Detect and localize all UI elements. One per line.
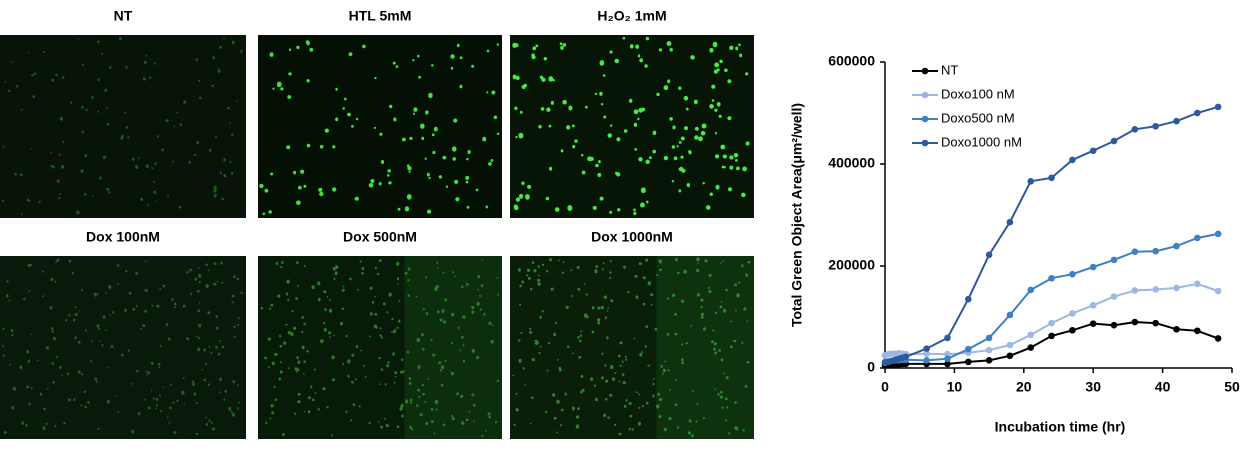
data-point bbox=[1048, 274, 1055, 282]
data-point bbox=[1110, 293, 1118, 300]
data-point bbox=[1110, 321, 1118, 329]
data-point bbox=[923, 350, 930, 358]
data-point bbox=[1173, 117, 1180, 125]
y-tick-label: 0 bbox=[867, 359, 875, 375]
y-axis-label: Total Green Object Area(μm²/well) bbox=[789, 103, 805, 327]
legend-marker bbox=[921, 139, 929, 147]
micrograph bbox=[0, 256, 246, 439]
legend-label: Doxo100 nM bbox=[941, 86, 1015, 101]
y-tick-label: 400000 bbox=[828, 155, 875, 171]
data-point bbox=[923, 357, 930, 364]
data-point bbox=[1048, 332, 1055, 340]
data-point bbox=[1069, 270, 1076, 278]
panel-label: HTL 5mM bbox=[349, 8, 412, 24]
data-point bbox=[1006, 352, 1014, 360]
x-tick-label: 10 bbox=[947, 379, 963, 395]
legend-label: Doxo500 nM bbox=[941, 110, 1015, 125]
data-point bbox=[1069, 310, 1076, 317]
legend-label: Doxo1000 nM bbox=[941, 134, 1022, 149]
data-point bbox=[985, 251, 993, 259]
x-tick-label: 30 bbox=[1085, 379, 1101, 395]
data-point bbox=[985, 357, 993, 364]
data-point bbox=[1027, 286, 1035, 294]
data-point bbox=[1089, 320, 1097, 327]
x-axis-label: Incubation time (hr) bbox=[995, 419, 1126, 435]
data-point bbox=[1194, 280, 1201, 288]
data-point bbox=[1214, 103, 1222, 111]
data-point bbox=[1173, 284, 1180, 292]
data-point bbox=[1006, 311, 1014, 319]
panel-label: Dox 100nM bbox=[86, 229, 160, 245]
micrograph-glow bbox=[404, 256, 502, 439]
data-point bbox=[1152, 319, 1159, 327]
panel-label: Dox 1000nM bbox=[591, 229, 673, 245]
data-point bbox=[964, 358, 972, 366]
x-tick-label: 0 bbox=[881, 379, 889, 395]
data-point bbox=[1089, 263, 1097, 271]
data-point bbox=[964, 345, 972, 353]
data-point bbox=[1194, 109, 1201, 117]
x-tick-label: 50 bbox=[1224, 379, 1240, 395]
data-point bbox=[1027, 344, 1035, 351]
data-point bbox=[1131, 287, 1139, 294]
panel-label: Dox 500nM bbox=[343, 229, 417, 245]
data-point bbox=[944, 334, 951, 342]
micrograph bbox=[510, 256, 754, 439]
data-point bbox=[1131, 318, 1139, 326]
data-point bbox=[1069, 156, 1076, 164]
data-point bbox=[1110, 256, 1118, 264]
data-point bbox=[1173, 242, 1180, 250]
data-point bbox=[1194, 234, 1201, 242]
data-point bbox=[1131, 126, 1139, 133]
y-tick-label: 200000 bbox=[828, 257, 875, 273]
data-point bbox=[1027, 178, 1035, 185]
micrograph bbox=[510, 35, 754, 218]
data-point bbox=[1194, 327, 1201, 335]
data-point bbox=[1131, 248, 1139, 256]
series-line bbox=[884, 232, 1219, 363]
data-point bbox=[964, 295, 972, 303]
micrograph bbox=[258, 35, 502, 218]
data-point bbox=[944, 355, 951, 363]
data-point bbox=[1048, 174, 1055, 182]
chart: Incubation time (hr) Total Green Object … bbox=[789, 53, 1240, 435]
data-point bbox=[1048, 319, 1055, 327]
data-point bbox=[985, 346, 993, 354]
data-point bbox=[1027, 331, 1035, 339]
micrographs: NT HTL 5mM H₂O₂ 1mM Dox 100nM Dox 500nM Dox 1… bbox=[0, 8, 754, 439]
data-point bbox=[1006, 341, 1014, 349]
data-point bbox=[1069, 326, 1076, 334]
data-point bbox=[1173, 325, 1180, 333]
data-point bbox=[1152, 122, 1159, 130]
y-tick-label: 600000 bbox=[828, 53, 875, 69]
legend-marker bbox=[921, 115, 929, 123]
cells bbox=[2, 258, 243, 436]
x-tick-label: 20 bbox=[1016, 379, 1032, 395]
data-point bbox=[1089, 301, 1097, 309]
data-point bbox=[1110, 137, 1118, 145]
data-point bbox=[1214, 287, 1222, 295]
data-point bbox=[902, 353, 910, 361]
data-point bbox=[1089, 147, 1097, 155]
data-point bbox=[1152, 286, 1159, 293]
x-tick-label: 40 bbox=[1155, 379, 1171, 395]
data-point bbox=[1214, 230, 1222, 238]
panel-label: H₂O₂ 1mM bbox=[597, 8, 666, 24]
micrograph-glow bbox=[656, 256, 754, 439]
data-point bbox=[1006, 218, 1014, 226]
data-point bbox=[944, 350, 951, 358]
data-point bbox=[985, 334, 993, 342]
micrograph bbox=[0, 35, 246, 218]
data-point bbox=[923, 345, 930, 352]
data-point bbox=[1214, 335, 1222, 342]
legend-label: NT bbox=[941, 62, 958, 77]
legend-marker bbox=[921, 67, 929, 75]
legend-marker bbox=[921, 91, 929, 99]
panel-label: NT bbox=[114, 8, 133, 24]
data-point bbox=[1152, 247, 1159, 255]
cells bbox=[512, 36, 750, 216]
data-point bbox=[944, 360, 951, 368]
